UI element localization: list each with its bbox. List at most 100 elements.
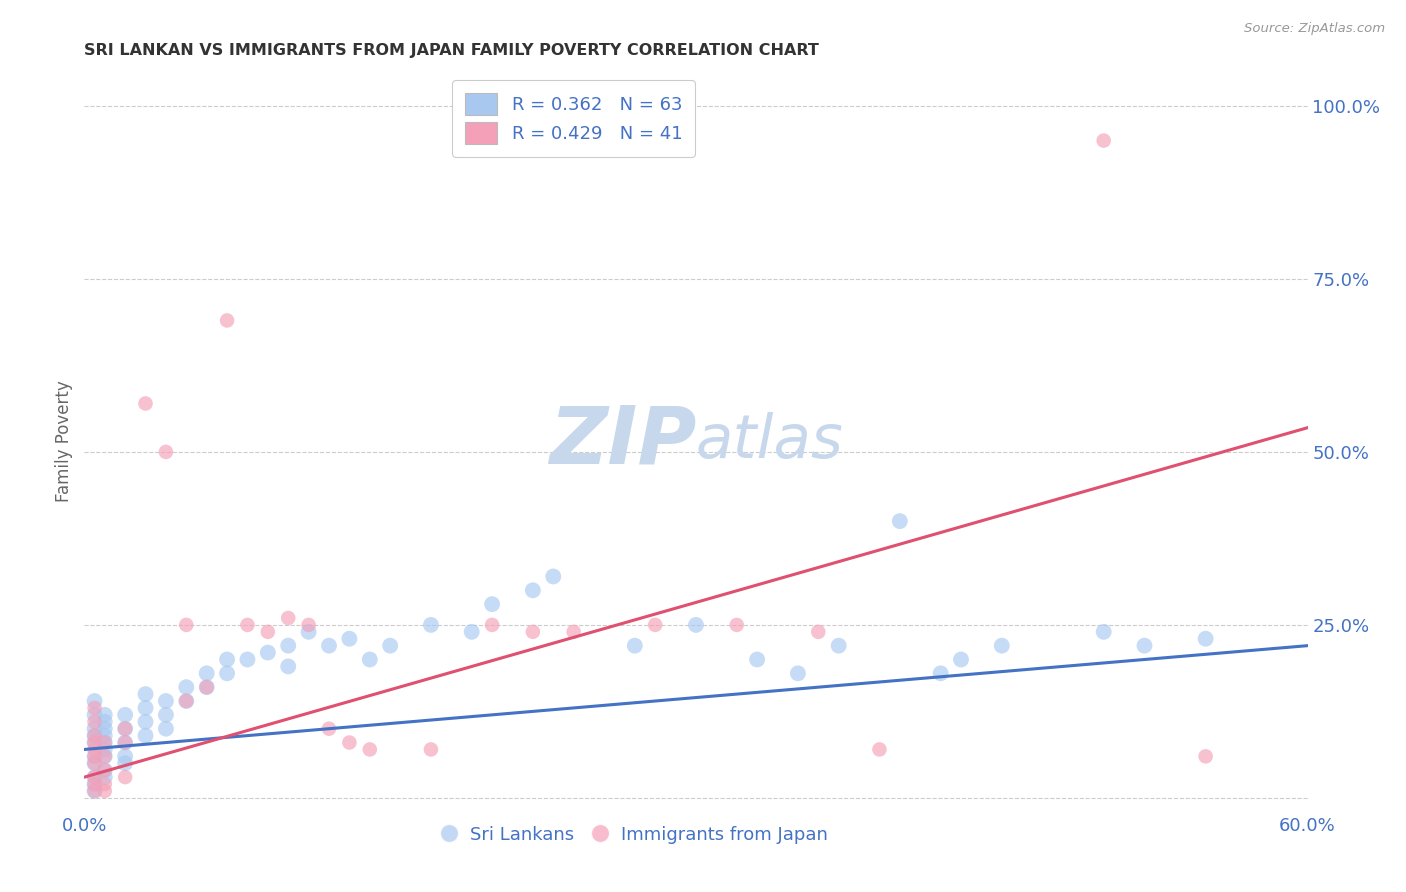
Point: [217, 652, 239, 666]
Point: [93, 722, 115, 736]
Point: [420, 742, 443, 756]
Point: [889, 514, 911, 528]
Point: [929, 666, 952, 681]
Legend: Sri Lankans, Immigrants from Japan: Sri Lankans, Immigrants from Japan: [434, 818, 835, 851]
Text: Source: ZipAtlas.com: Source: ZipAtlas.com: [1244, 22, 1385, 36]
Point: [93, 784, 115, 798]
Point: [174, 680, 197, 694]
Point: [522, 583, 544, 598]
Point: [83, 707, 105, 722]
Point: [644, 618, 666, 632]
Point: [1092, 624, 1115, 639]
Point: [869, 742, 891, 756]
Point: [93, 749, 115, 764]
Point: [114, 749, 136, 764]
Point: [135, 687, 157, 701]
Text: SRI LANKAN VS IMMIGRANTS FROM JAPAN FAMILY POVERTY CORRELATION CHART: SRI LANKAN VS IMMIGRANTS FROM JAPAN FAMI…: [84, 43, 820, 58]
Point: [114, 722, 136, 736]
Point: [236, 652, 259, 666]
Point: [420, 618, 443, 632]
Point: [135, 396, 157, 410]
Text: atlas: atlas: [696, 412, 844, 471]
Point: [83, 770, 105, 784]
Point: [93, 770, 115, 784]
Point: [114, 756, 136, 771]
Point: [217, 313, 239, 327]
Point: [359, 652, 381, 666]
Point: [93, 763, 115, 777]
Point: [93, 735, 115, 749]
Point: [135, 701, 157, 715]
Point: [298, 624, 321, 639]
Point: [236, 618, 259, 632]
Point: [93, 729, 115, 743]
Point: [83, 777, 105, 791]
Point: [83, 729, 105, 743]
Point: [83, 701, 105, 715]
Point: [83, 735, 105, 749]
Point: [155, 694, 177, 708]
Point: [747, 652, 769, 666]
Point: [155, 445, 177, 459]
Point: [93, 749, 115, 764]
Point: [114, 722, 136, 736]
Point: [522, 624, 544, 639]
Point: [83, 770, 105, 784]
Point: [135, 729, 157, 743]
Point: [83, 742, 105, 756]
Point: [83, 714, 105, 729]
Y-axis label: Family Poverty: Family Poverty: [55, 381, 73, 502]
Point: [339, 632, 361, 646]
Point: [318, 639, 340, 653]
Point: [950, 652, 973, 666]
Point: [562, 624, 585, 639]
Point: [174, 694, 197, 708]
Point: [93, 714, 115, 729]
Point: [114, 735, 136, 749]
Point: [114, 735, 136, 749]
Point: [83, 777, 105, 791]
Point: [1195, 632, 1218, 646]
Point: [174, 618, 197, 632]
Point: [807, 624, 830, 639]
Point: [83, 722, 105, 736]
Point: [991, 639, 1014, 653]
Point: [83, 784, 105, 798]
Point: [298, 618, 321, 632]
Point: [83, 749, 105, 764]
Point: [217, 666, 239, 681]
Point: [195, 680, 218, 694]
Point: [195, 666, 218, 681]
Point: [257, 646, 280, 660]
Point: [1092, 134, 1115, 148]
Point: [93, 707, 115, 722]
Point: [93, 735, 115, 749]
Point: [93, 742, 115, 756]
Point: [624, 639, 647, 653]
Point: [725, 618, 748, 632]
Text: ZIP: ZIP: [548, 402, 696, 481]
Point: [277, 611, 299, 625]
Point: [83, 729, 105, 743]
Point: [195, 680, 218, 694]
Point: [359, 742, 381, 756]
Point: [83, 749, 105, 764]
Point: [114, 707, 136, 722]
Point: [277, 659, 299, 673]
Point: [174, 694, 197, 708]
Point: [83, 756, 105, 771]
Point: [339, 735, 361, 749]
Point: [155, 707, 177, 722]
Point: [1133, 639, 1156, 653]
Point: [114, 770, 136, 784]
Point: [83, 735, 105, 749]
Point: [277, 639, 299, 653]
Point: [83, 784, 105, 798]
Point: [83, 694, 105, 708]
Point: [828, 639, 851, 653]
Point: [155, 722, 177, 736]
Point: [83, 756, 105, 771]
Point: [461, 624, 484, 639]
Point: [380, 639, 402, 653]
Point: [543, 569, 565, 583]
